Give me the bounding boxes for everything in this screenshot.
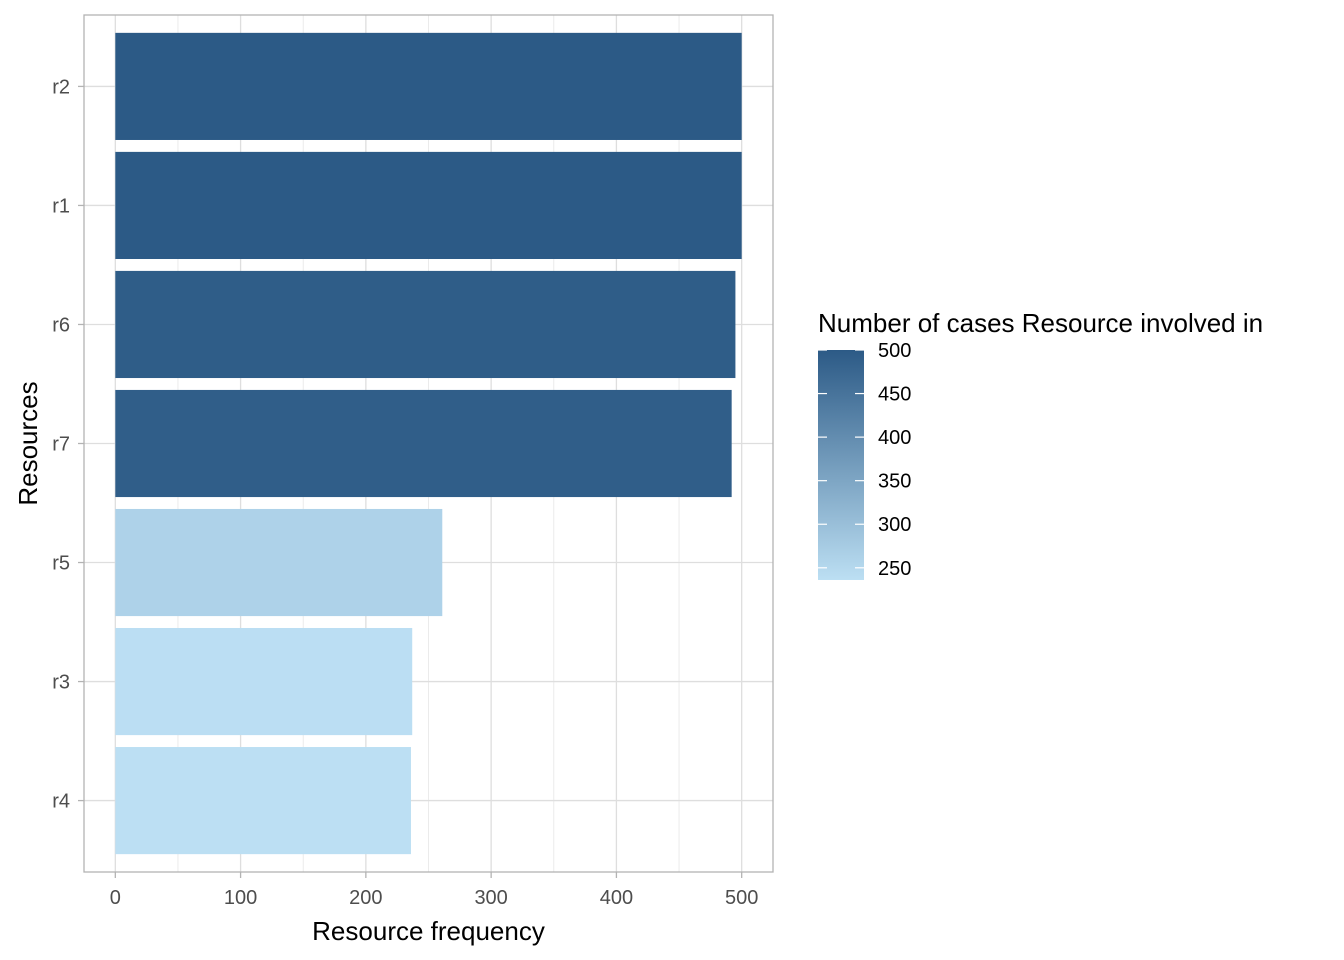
legend-ticks: 500 450 400 350 300 250	[818, 340, 911, 580]
legend-tick-label: 450	[878, 384, 911, 406]
bar-r6	[115, 270, 736, 379]
y-tick-label: r7	[52, 434, 70, 456]
x-tick-label: 300	[474, 887, 507, 909]
bar-r5	[115, 508, 443, 617]
y-tick-label: r6	[52, 314, 70, 336]
legend-tick-label: 300	[878, 514, 911, 536]
legend-tick-label: 400	[878, 427, 911, 449]
legend-title: Number of cases Resource involved in	[818, 308, 1263, 338]
y-tick-label: r4	[52, 791, 70, 813]
y-axis-title: Resources	[13, 381, 43, 505]
x-tick-label: 400	[600, 887, 633, 909]
x-tick-label: 100	[224, 887, 257, 909]
y-tick-label: r2	[52, 76, 70, 98]
legend-colorbar	[818, 350, 864, 580]
legend-tick-label: 500	[878, 340, 911, 362]
color-legend: Number of cases Resource involved in 500…	[818, 308, 1263, 580]
bar-r2	[115, 32, 742, 140]
y-tick-label: r3	[52, 672, 70, 694]
x-axis-title: Resource frequency	[312, 916, 545, 946]
y-tick-label: r5	[52, 553, 70, 575]
bar-r3	[115, 627, 413, 736]
y-tick-label: r1	[52, 195, 70, 217]
bar-r7	[115, 389, 732, 498]
x-tick-label: 0	[110, 887, 121, 909]
x-tick-label: 200	[349, 887, 382, 909]
legend-tick-label: 350	[878, 471, 911, 493]
bar-r4	[115, 747, 411, 855]
bar-r1	[115, 151, 742, 260]
axes: 0 100 200 300 400 500 r2 r1 r6 r7 r5 r3 r4	[52, 76, 758, 909]
bars	[115, 32, 742, 855]
x-tick-label: 500	[725, 887, 758, 909]
legend-tick-label: 250	[878, 558, 911, 580]
